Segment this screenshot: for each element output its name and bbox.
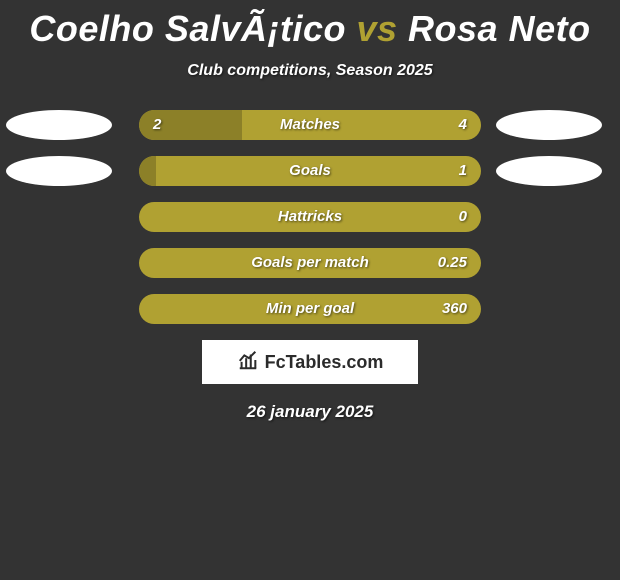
branding-text: FcTables.com [265, 352, 384, 373]
player2-avatar [496, 156, 602, 186]
stat-label: Hattricks [139, 202, 481, 232]
stat-bar: Goals per match0.25 [139, 248, 481, 278]
stat-bar: Min per goal360 [139, 294, 481, 324]
chart-icon [237, 349, 259, 376]
stat-right-value: 360 [442, 294, 467, 324]
branding-badge: FcTables.com [202, 340, 418, 384]
stat-bar: 2Matches4 [139, 110, 481, 140]
player2-name: Rosa Neto [408, 8, 591, 49]
stat-right-value: 0 [459, 202, 467, 232]
stat-bar: Hattricks0 [139, 202, 481, 232]
stat-row: Hattricks0 [0, 202, 620, 232]
stat-label: Goals per match [139, 248, 481, 278]
date-label: 26 january 2025 [0, 402, 620, 422]
player1-name: Coelho SalvÃ¡tico [29, 8, 346, 49]
stat-label: Goals [139, 156, 481, 186]
stat-label: Matches [139, 110, 481, 140]
stat-right-value: 0.25 [438, 248, 467, 278]
player1-avatar [6, 110, 112, 140]
stat-bar: Goals1 [139, 156, 481, 186]
stat-right-value: 4 [459, 110, 467, 140]
comparison-chart: 2Matches4 Goals1 Hattricks0 Goals per match… [0, 110, 620, 324]
stat-row: Goals per match0.25 [0, 248, 620, 278]
stat-row: Min per goal360 [0, 294, 620, 324]
stat-row: 2Matches4 [0, 110, 620, 140]
vs-text: vs [356, 8, 397, 49]
player2-avatar [496, 110, 602, 140]
comparison-title: Coelho SalvÃ¡tico vs Rosa Neto [0, 0, 620, 50]
subtitle: Club competitions, Season 2025 [0, 62, 620, 80]
player1-avatar [6, 156, 112, 186]
stat-label: Min per goal [139, 294, 481, 324]
stat-right-value: 1 [459, 156, 467, 186]
stat-row: Goals1 [0, 156, 620, 186]
